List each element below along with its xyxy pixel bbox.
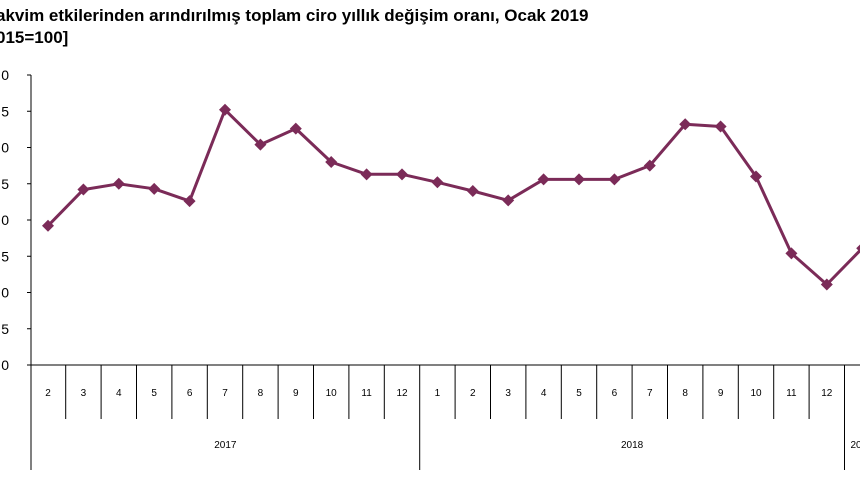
data-point-marker: [431, 176, 444, 189]
x-tick-label: 10: [326, 388, 338, 399]
x-tick-label: 5: [151, 388, 157, 399]
y-axis-ticks: 0 5 0 5 0 5 0 5 0: [1, 67, 31, 373]
year-label: 201: [851, 440, 860, 451]
x-tick-label: 3: [81, 388, 87, 399]
chart-title: akvim etkilerinden arındırılmış toplam c…: [0, 5, 588, 49]
data-point-marker: [856, 244, 860, 253]
x-tick-label: 2: [45, 388, 51, 399]
x-tick-label: 8: [258, 388, 264, 399]
data-point-marker: [325, 156, 338, 168]
year-groups: 2017 2018 201: [214, 419, 860, 470]
x-tick-label: 12: [396, 388, 408, 399]
x-tick-label: 4: [116, 388, 122, 399]
x-tick-label: 11: [361, 388, 372, 399]
x-tick-label: 8: [682, 388, 688, 399]
x-tick-label: 11: [786, 388, 797, 399]
y-tick-label: 5: [1, 248, 9, 264]
x-tick-label: 2: [470, 388, 476, 399]
x-tick-label: 6: [612, 388, 618, 399]
series-line: [46, 108, 860, 286]
y-tick-label: 5: [1, 176, 9, 192]
year-label: 2017: [214, 440, 237, 451]
data-point-marker: [643, 159, 656, 172]
data-point-marker: [254, 138, 267, 151]
x-tick-label: 7: [222, 388, 228, 399]
x-tick-label: 9: [718, 388, 724, 399]
y-tick-label: 5: [1, 103, 9, 119]
x-tick-label: 12: [821, 388, 833, 399]
data-point-marker: [502, 194, 515, 207]
x-tick-label: 9: [293, 388, 299, 399]
x-tick-label: 5: [576, 388, 582, 399]
x-tick-label: 3: [505, 388, 511, 399]
data-point-marker: [714, 120, 727, 133]
data-point-marker: [148, 182, 161, 195]
data-point-marker: [360, 168, 373, 181]
y-tick-label: 0: [1, 140, 9, 156]
x-tick-label: 4: [541, 388, 547, 399]
chart-title-line-1: akvim etkilerinden arındırılmış toplam c…: [0, 6, 589, 25]
data-point-marker: [608, 173, 621, 186]
data-point-marker: [42, 219, 54, 232]
x-tick-label: 1: [435, 388, 441, 399]
data-point-marker: [820, 278, 833, 291]
data-point-marker: [785, 247, 798, 260]
data-point-marker: [537, 173, 550, 186]
y-tick-label: 0: [1, 212, 9, 228]
y-tick-label: 0: [1, 67, 9, 83]
y-tick-label: 0: [1, 285, 9, 301]
x-tick-label: 6: [187, 388, 193, 399]
chart-title-line-2: 015=100]: [0, 28, 69, 47]
data-point-marker: [396, 168, 408, 181]
chart-axes: [30, 75, 860, 470]
x-tick-label: 7: [647, 388, 653, 399]
data-point-marker: [183, 195, 196, 208]
y-tick-label: 0: [1, 357, 9, 373]
data-point-marker: [112, 177, 125, 190]
data-point-marker: [750, 170, 762, 183]
data-point-marker: [679, 118, 692, 131]
data-point-marker: [289, 122, 302, 135]
series-group: [42, 103, 860, 291]
data-point-marker: [219, 103, 231, 116]
x-axis-ticks: 234567891011121234567891011121: [45, 365, 860, 419]
x-tick-label: 10: [750, 388, 762, 399]
year-label: 2018: [621, 440, 644, 451]
data-point-marker: [77, 183, 90, 196]
y-tick-label: 5: [1, 321, 9, 337]
data-point-marker: [573, 173, 585, 186]
data-point-marker: [466, 185, 479, 197]
